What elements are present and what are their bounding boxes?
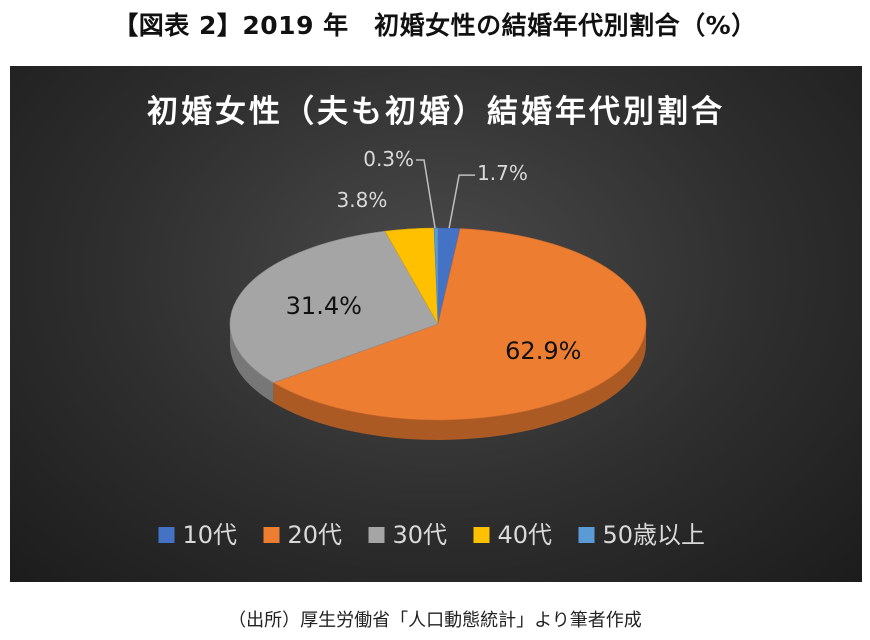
pie-chart: 初婚女性（夫も初婚）結婚年代別割合 1.7% 62.9% 31.4% 3.8% 0.3%… <box>10 66 862 582</box>
pie-slice-2 <box>272 228 647 421</box>
chart-title: 初婚女性（夫も初婚）結婚年代別割合 <box>147 94 725 130</box>
legend-swatch-2 <box>263 527 280 543</box>
pie-slice-3 <box>229 230 439 384</box>
pie-slice-side-3 <box>230 324 274 403</box>
data-label-1: 1.7% <box>477 161 528 185</box>
legend-label-1: 10代 <box>183 521 238 549</box>
legend-label-4: 40代 <box>498 521 553 549</box>
pie-slice-5 <box>433 227 439 325</box>
legend-label-5: 50歳以上 <box>603 521 706 549</box>
data-label-3: 31.4% <box>286 292 362 320</box>
source-note: （出所）厚生労働省「人口動態統計」より筆者作成 <box>228 610 642 631</box>
legend-label-2: 20代 <box>288 521 343 549</box>
data-label-2: 62.9% <box>505 337 581 365</box>
page-title: 【図表 2】2019 年 初婚女性の結婚年代別割合（%） <box>113 11 757 40</box>
pie-slice-side-2 <box>273 324 646 440</box>
leader-line-1 <box>448 174 476 229</box>
legend-swatch-1 <box>158 527 175 543</box>
legend: 10代 20代 30代 40代 50歳以上 <box>158 521 706 549</box>
label-layer: 1.7% 62.9% 31.4% 3.8% 0.3% <box>286 147 582 365</box>
pie-layer <box>229 227 647 440</box>
leader-line-5 <box>416 159 436 229</box>
legend-label-3: 30代 <box>393 521 448 549</box>
data-label-5: 0.3% <box>363 147 414 171</box>
legend-swatch-4 <box>473 527 490 543</box>
legend-swatch-5 <box>578 527 595 543</box>
data-label-4: 3.8% <box>337 188 388 212</box>
legend-swatch-3 <box>368 527 385 543</box>
pie-chart-svg: 初婚女性（夫も初婚）結婚年代別割合 1.7% 62.9% 31.4% 3.8% 0.3%… <box>147 94 725 549</box>
